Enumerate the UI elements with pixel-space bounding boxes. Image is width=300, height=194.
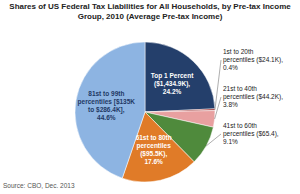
html-text:Shares of US Federal Tax Liabi: Shares of US Federal Tax Liabilities for… bbox=[9, 2, 291, 21]
svg-text:61st to 80thpercentiles($95.5K: 61st to 80thpercentiles($95.5K),17.6% bbox=[136, 134, 172, 165]
svg-text:21st to 40thpercentiles ($44.2: 21st to 40thpercentiles ($44.2K),3.8% bbox=[223, 85, 283, 108]
svg-text:81st to 99thpercentiles [$135K: 81st to 99thpercentiles [$135Kto $286.4K… bbox=[78, 90, 136, 121]
svg-text:1st to 20thpercentiles ($24.1K: 1st to 20thpercentiles ($24.1K),0.4% bbox=[223, 48, 283, 71]
svg-text:Top 1 Percent($1,434.9K),24.2%: Top 1 Percent($1,434.9K),24.2% bbox=[151, 72, 194, 95]
svg-text:41st to 60thpercentiles ($65.4: 41st to 60thpercentiles ($65.4),9.1% bbox=[223, 122, 279, 145]
html-text:Source: CBO, Dec. 2013: Source: CBO, Dec. 2013 bbox=[3, 182, 75, 189]
